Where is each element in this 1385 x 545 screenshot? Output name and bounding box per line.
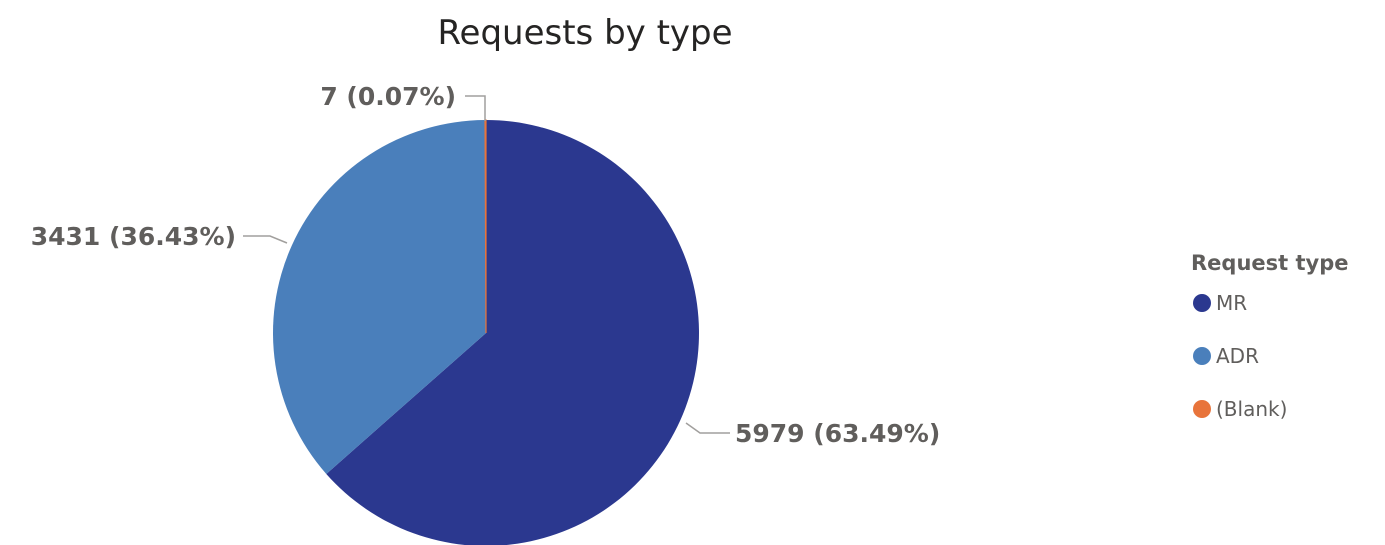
pie-slice-mr[interactable] (326, 120, 699, 545)
chart-title: Requests by type (437, 13, 732, 53)
legend-label-blank: (Blank) (1216, 397, 1287, 421)
pie-slice-adr[interactable] (272, 120, 486, 474)
legend: Request type MR ADR (Blank) (1191, 251, 1349, 421)
data-label-adr: 3431 (36.43%) (31, 222, 236, 251)
legend-item-blank[interactable]: (Blank) (1193, 397, 1287, 421)
legend-item-mr[interactable]: MR (1193, 291, 1247, 315)
leader-line-blank (465, 95, 486, 121)
legend-item-adr[interactable]: ADR (1193, 344, 1259, 368)
legend-marker-blank (1193, 400, 1211, 418)
leader-line-adr (243, 235, 288, 244)
legend-marker-mr (1193, 294, 1211, 312)
legend-label-adr: ADR (1216, 344, 1259, 368)
legend-items: MR ADR (Blank) (1193, 291, 1287, 421)
legend-label-mr: MR (1216, 291, 1247, 315)
pie-slices (272, 119, 699, 545)
data-labels: 5979 (63.49%) 3431 (36.43%) 7 (0.07%) (31, 82, 941, 448)
data-label-blank: 7 (0.07%) (320, 82, 456, 111)
data-label-mr: 5979 (63.49%) (735, 419, 940, 448)
legend-title: Request type (1191, 251, 1349, 275)
leader-lines (243, 95, 730, 434)
legend-marker-adr (1193, 347, 1211, 365)
leader-line-mr (685, 422, 730, 434)
